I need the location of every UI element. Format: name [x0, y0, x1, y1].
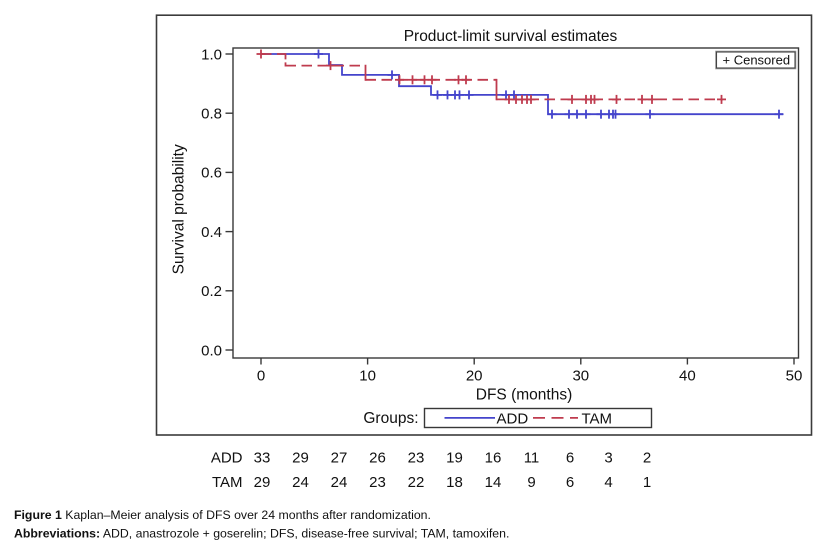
- svg-text:1.0: 1.0: [201, 46, 222, 63]
- svg-text:24: 24: [331, 474, 348, 491]
- svg-text:26: 26: [369, 450, 386, 467]
- svg-text:TAM: TAM: [582, 410, 613, 427]
- svg-text:22: 22: [408, 474, 425, 491]
- svg-text:19: 19: [446, 450, 463, 467]
- svg-text:24: 24: [292, 474, 309, 491]
- svg-text:0.2: 0.2: [201, 283, 222, 300]
- svg-text:0.0: 0.0: [201, 342, 222, 359]
- svg-text:11: 11: [524, 450, 540, 467]
- svg-text:23: 23: [408, 450, 425, 467]
- svg-text:Groups:: Groups:: [363, 410, 418, 427]
- svg-text:0.6: 0.6: [201, 165, 222, 182]
- svg-text:ADD: ADD: [211, 450, 243, 467]
- svg-text:Abbreviations: ADD, anastrozol: Abbreviations: ADD, anastrozole + gosere…: [14, 527, 509, 541]
- svg-text:27: 27: [331, 450, 348, 467]
- svg-text:+ Censored: + Censored: [723, 53, 791, 68]
- svg-text:9: 9: [527, 474, 535, 491]
- svg-text:DFS (months): DFS (months): [476, 386, 572, 403]
- svg-text:20: 20: [466, 368, 483, 385]
- svg-text:14: 14: [485, 474, 502, 491]
- svg-text:2: 2: [643, 450, 651, 467]
- svg-text:29: 29: [254, 474, 271, 491]
- svg-text:TAM: TAM: [212, 474, 243, 491]
- svg-text:6: 6: [566, 474, 574, 491]
- svg-text:33: 33: [254, 450, 271, 467]
- svg-text:3: 3: [604, 450, 612, 467]
- svg-text:18: 18: [446, 474, 463, 491]
- svg-text:Product-limit survival estimat: Product-limit survival estimates: [404, 28, 618, 45]
- svg-text:0: 0: [257, 368, 265, 385]
- svg-text:29: 29: [292, 450, 309, 467]
- svg-text:16: 16: [485, 450, 502, 467]
- svg-text:30: 30: [572, 368, 589, 385]
- svg-text:ADD: ADD: [497, 410, 529, 427]
- svg-text:10: 10: [359, 368, 376, 385]
- svg-text:0.8: 0.8: [201, 106, 222, 123]
- svg-text:0.4: 0.4: [201, 224, 222, 241]
- svg-text:1: 1: [643, 474, 651, 491]
- svg-text:Figure 1 Kaplan–Meier analysis: Figure 1 Kaplan–Meier analysis of DFS ov…: [14, 508, 431, 522]
- svg-text:40: 40: [679, 368, 696, 385]
- svg-text:Survival probability: Survival probability: [171, 144, 188, 274]
- svg-text:4: 4: [604, 474, 612, 491]
- svg-text:23: 23: [369, 474, 386, 491]
- svg-text:6: 6: [566, 450, 574, 467]
- svg-text:50: 50: [786, 368, 803, 385]
